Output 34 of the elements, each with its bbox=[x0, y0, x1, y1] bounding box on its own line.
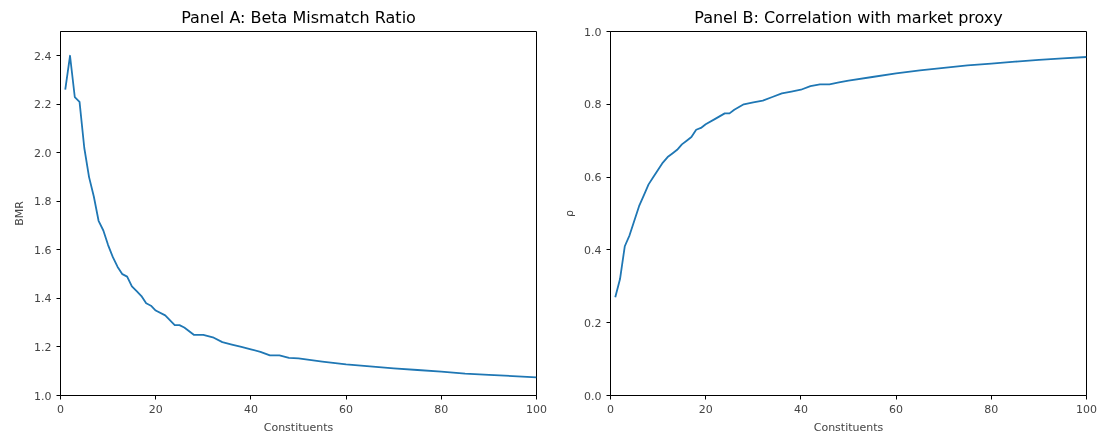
x-tick-label: 60 bbox=[889, 402, 904, 416]
x-axis-title: Constituents bbox=[263, 420, 334, 434]
x-tick-label: 60 bbox=[339, 402, 354, 416]
x-tick-label: 80 bbox=[984, 402, 999, 416]
y-tick-label: 2.4 bbox=[34, 49, 52, 63]
y-tick-label: 0.4 bbox=[584, 243, 602, 257]
line-series bbox=[614, 56, 1087, 299]
y-tick-label: 0.6 bbox=[584, 171, 602, 185]
y-tick-label: 1.6 bbox=[34, 243, 52, 257]
x-tick-label: 20 bbox=[698, 402, 713, 416]
x-tick-label: 100 bbox=[1076, 402, 1097, 416]
y-tick-label: 0.0 bbox=[584, 389, 602, 403]
y-axis-title: BMR bbox=[13, 200, 27, 226]
y-tick-label: 1.2 bbox=[34, 340, 52, 354]
chart-title: Panel B: Correlation with market proxy bbox=[694, 7, 1003, 27]
line-series bbox=[64, 54, 537, 379]
x-axis-title: Constituents bbox=[813, 420, 884, 434]
x-tick-label: 100 bbox=[526, 402, 547, 416]
x-tick-label: 40 bbox=[243, 402, 258, 416]
y-tick-label: 1.8 bbox=[34, 195, 52, 209]
y-tick-label: 1.0 bbox=[34, 389, 52, 403]
x-tick-label: 20 bbox=[148, 402, 163, 416]
y-tick-label: 2.0 bbox=[34, 146, 52, 160]
y-tick-label: 0.8 bbox=[584, 98, 602, 112]
x-tick-label: 80 bbox=[434, 402, 449, 416]
chart-title: Panel A: Beta Mismatch Ratio bbox=[181, 7, 416, 27]
y-axis-title: ρ bbox=[563, 209, 577, 217]
x-tick-label: 0 bbox=[57, 402, 64, 416]
y-tick-label: 2.2 bbox=[34, 98, 52, 112]
x-tick-label: 0 bbox=[607, 402, 614, 416]
x-tick-label: 40 bbox=[793, 402, 808, 416]
y-tick-label: 1.0 bbox=[584, 25, 602, 39]
y-tick-label: 1.4 bbox=[34, 292, 52, 306]
y-tick-label: 0.2 bbox=[584, 316, 602, 330]
